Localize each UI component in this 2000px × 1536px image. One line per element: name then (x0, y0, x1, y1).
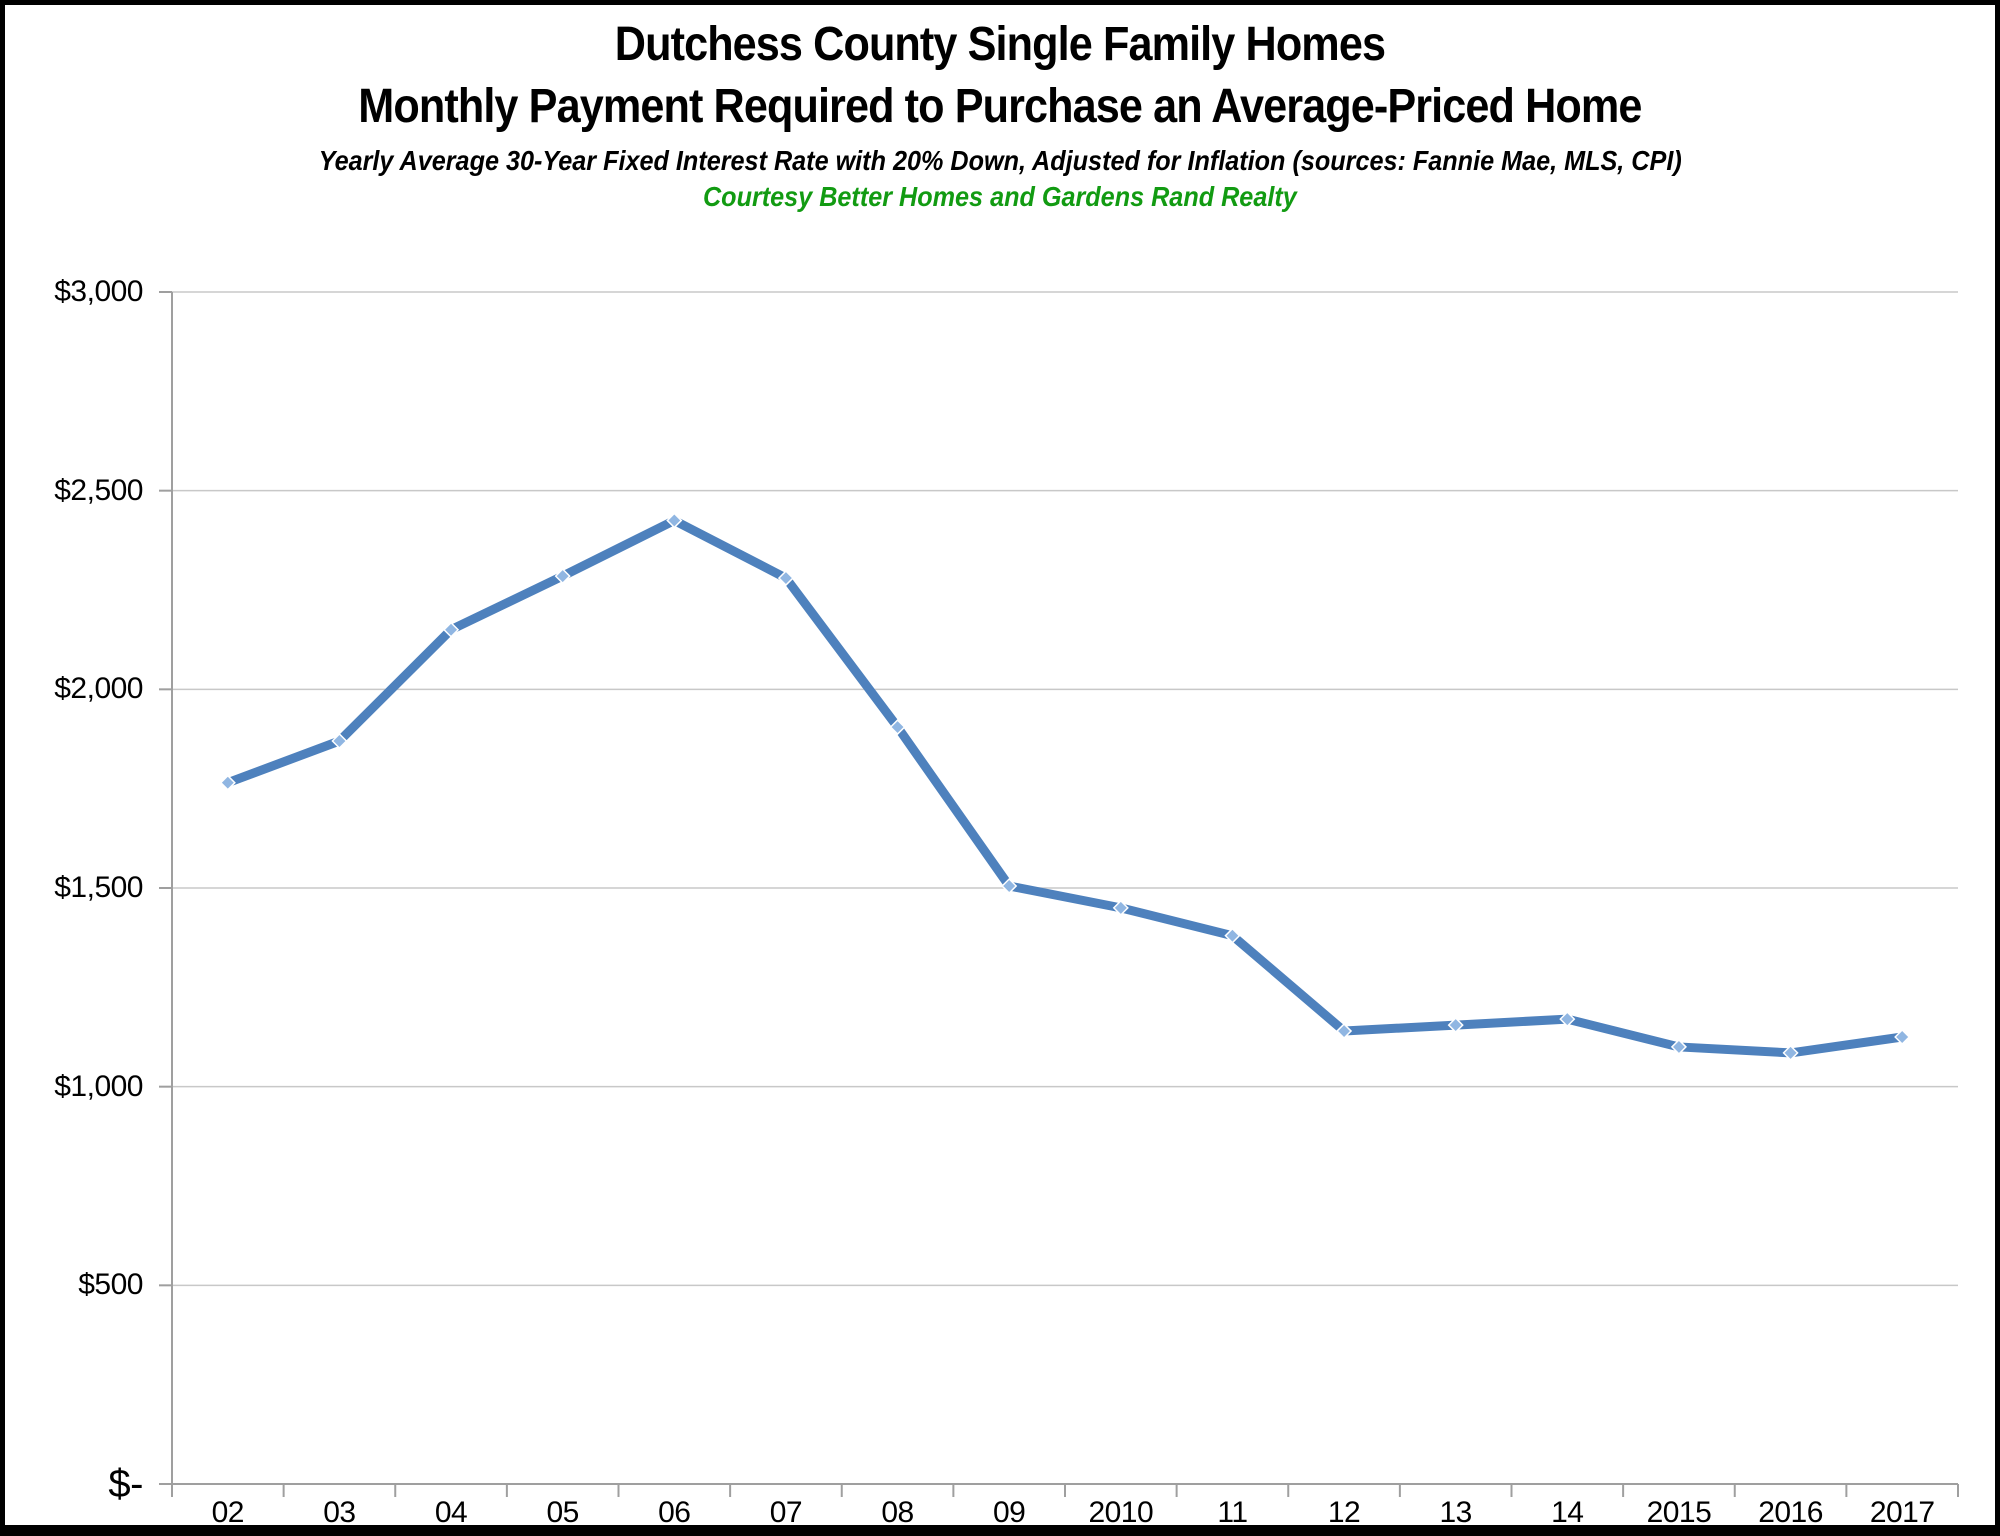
x-tick-label: 11 (1217, 1496, 1248, 1529)
x-tick-label: 09 (993, 1496, 1026, 1529)
data-point-marker (777, 570, 794, 587)
x-tick-label: 07 (769, 1496, 803, 1529)
chart-subtitle-text: Yearly Average 30-Year Fixed Interest Ra… (318, 145, 1682, 176)
data-point-marker (1224, 927, 1241, 944)
x-tick-label: 2015 (1646, 1496, 1712, 1529)
y-tick-label: $1,000 (54, 1069, 143, 1103)
line-chart (159, 291, 1959, 1497)
x-tick-label: 03 (323, 1496, 356, 1529)
chart-courtesy-line: Courtesy Better Homes and Gardens Rand R… (5, 181, 1995, 213)
x-tick-label: 2016 (1758, 1496, 1823, 1529)
x-tick-label: 02 (211, 1496, 245, 1529)
chart-courtesy-text: Courtesy Better Homes and Gardens Rand R… (703, 181, 1297, 212)
y-tick-label: $- (108, 1462, 143, 1506)
data-line (223, 515, 1907, 1058)
x-tick-label: 2017 (1869, 1496, 1935, 1529)
data-point-marker (666, 512, 683, 529)
chart-title-line1: Dutchess County Single Family Homes (5, 17, 1995, 72)
x-tick-label: 13 (1439, 1496, 1473, 1529)
data-point-marker (1894, 1028, 1911, 1046)
x-tick-label: 08 (881, 1496, 914, 1529)
data-point-marker (1670, 1038, 1688, 1055)
data-point-marker (219, 774, 236, 791)
x-tick-label: 14 (1551, 1496, 1584, 1529)
data-point-marker (1001, 877, 1018, 895)
x-tick-label: 04 (434, 1496, 468, 1529)
data-point-marker (1335, 1022, 1353, 1040)
data-point-marker (1112, 899, 1129, 916)
y-tick-label: $2,000 (54, 672, 143, 706)
chart-title-line2-text: Monthly Payment Required to Purchase an … (358, 80, 1642, 133)
chart-subtitle: Yearly Average 30-Year Fixed Interest Ra… (5, 145, 1995, 177)
x-tick-label: 12 (1327, 1496, 1361, 1529)
data-point-marker (1447, 1017, 1464, 1034)
data-point-marker (889, 719, 906, 736)
y-tick-label: $3,000 (54, 275, 143, 308)
data-point-marker (1559, 1011, 1576, 1028)
x-tick-label: 2010 (1088, 1496, 1154, 1529)
data-point-marker (554, 568, 571, 585)
x-tick-label: 06 (658, 1496, 691, 1529)
x-tick-label: 05 (546, 1496, 580, 1529)
data-point-marker (443, 621, 460, 638)
y-tick-label: $500 (78, 1268, 143, 1302)
y-tick-label: $2,500 (54, 473, 143, 507)
data-point-marker (1782, 1044, 1799, 1061)
data-point-marker (331, 732, 348, 750)
chart-title-line2: Monthly Payment Required to Purchase an … (5, 79, 1995, 134)
y-tick-label: $1,500 (54, 871, 143, 904)
chart-title-line1-text: Dutchess County Single Family Homes (614, 18, 1386, 71)
